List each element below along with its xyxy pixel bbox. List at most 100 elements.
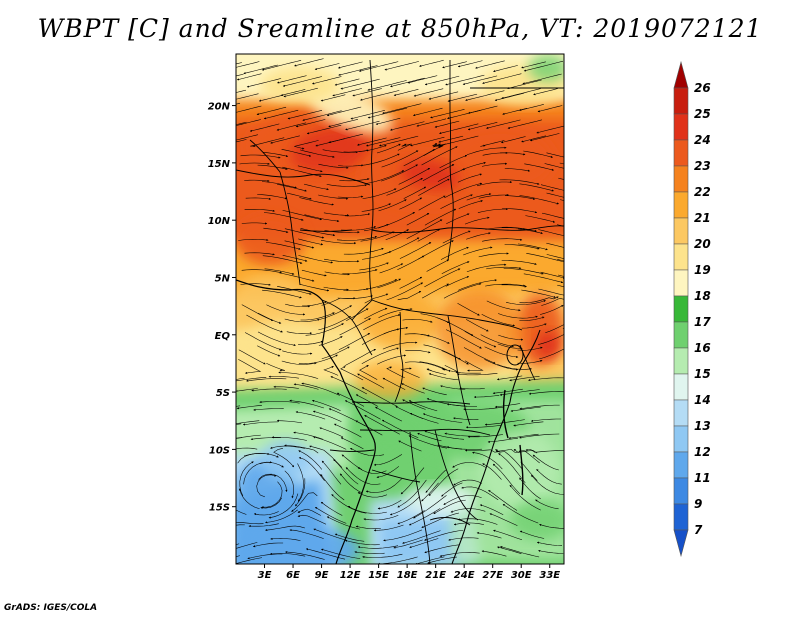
streamline [453,479,483,486]
streamline [320,94,346,102]
streamline [442,61,467,69]
streamline [303,183,329,191]
colorbar-label: 21 [694,211,711,225]
streamline [359,262,389,271]
streamline [298,255,334,264]
streamline [517,359,543,364]
streamline [342,269,378,274]
streamline [278,371,319,379]
streamline [563,314,564,316]
streamline [236,121,247,126]
streamline [465,319,489,332]
streamline [361,203,392,212]
streamline [459,387,485,390]
longitude-axis: 3E 6E 9E 12E 15E 18E 21E 24E 27E 30E 33E [258,564,560,581]
streamline [499,389,540,396]
streamline [546,242,564,248]
field-patch [480,430,560,510]
streamline [466,193,492,201]
streamline [416,118,447,127]
streamline [236,388,258,392]
streamline [437,317,474,336]
streamline [538,549,564,554]
streamline [291,492,318,512]
field-patch [528,54,564,82]
y-tick-label: 20N [208,102,231,113]
streamline [563,245,564,246]
coastlines-and-borders [236,59,564,564]
colorbar-swatch [673,477,689,505]
x-tick-label: 3E [258,570,272,581]
streamline [300,312,335,321]
border-line [451,329,541,564]
streamline [344,213,371,217]
streamline [433,499,466,515]
grads-credit: GrADS: IGES/COLA [4,603,98,613]
streamline [270,537,301,541]
streamline [270,135,300,144]
colorbar-label: 9 [694,497,702,511]
streamline [236,437,243,439]
streamline [475,60,505,69]
streamline [361,153,400,166]
colorbar-label: 18 [694,289,711,303]
streamline [440,194,473,210]
streamline [244,252,275,256]
streamline [257,312,282,324]
streamline [464,330,497,348]
streamline [326,516,360,530]
border-line [329,449,375,452]
streamline [250,137,285,148]
streamline [397,255,425,270]
field-patch [240,320,330,380]
streamline [466,232,491,240]
field-patch [510,500,564,540]
streamline [528,391,564,395]
streamline [529,133,560,142]
y-tick-label: 10N [208,216,231,227]
streamline [340,78,380,90]
streamline [244,179,270,183]
streamline [367,80,407,91]
streamline [320,548,361,559]
streamline [406,213,430,226]
streamline [466,146,507,156]
streamline [246,78,282,88]
streamline [284,470,294,499]
streamline [261,60,302,71]
streamline [539,348,564,360]
streamline [488,490,518,511]
streamline [337,295,373,299]
streamline [355,525,381,529]
streamline [337,61,363,69]
streamline [484,419,525,426]
streamline [375,117,401,125]
streamline [236,405,262,410]
streamline [428,373,459,381]
streamline [446,213,470,225]
streamline [494,403,521,408]
streamline [519,477,541,500]
streamline [397,479,427,508]
streamline [373,524,404,532]
streamline [323,366,339,376]
streamline [379,263,404,274]
streamline [498,313,538,319]
streamline [257,331,296,347]
streamline [311,76,342,85]
streamline [382,237,420,255]
streamline [481,550,507,557]
streamline [383,529,423,542]
streamline [519,433,560,439]
streamline [285,303,311,308]
streamline [314,63,340,71]
streamline [261,481,283,509]
colorbar-label: 24 [694,133,711,147]
streamline [517,243,548,251]
streamline [399,242,432,259]
streamline [495,449,521,453]
colorbar-swatch [673,217,689,245]
streamline [377,354,407,365]
streamline [404,361,445,370]
